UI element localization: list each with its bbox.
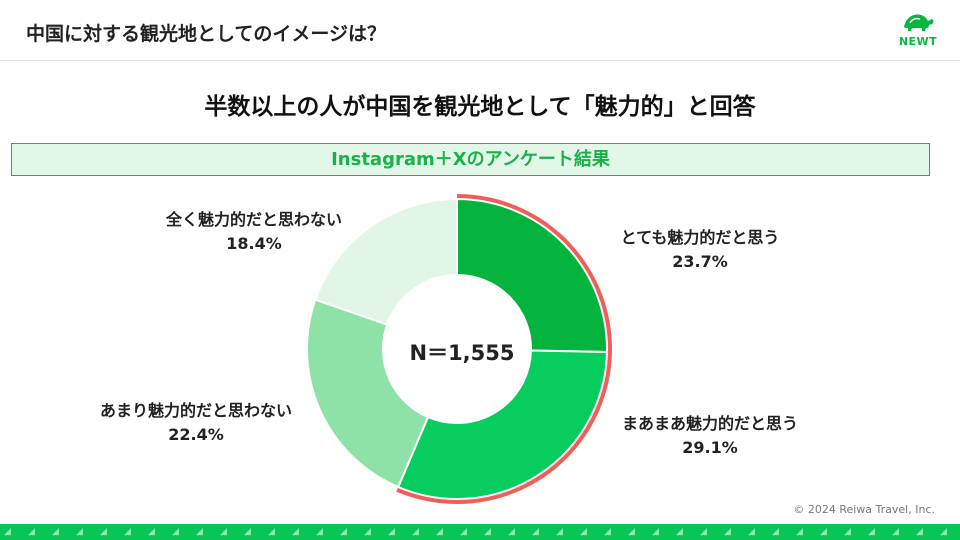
slice-label-somewhat-attractive: まあまあ魅力的だと思う 29.1% <box>600 412 820 460</box>
footer-pattern-mark: ◢ <box>220 527 227 537</box>
footer-pattern-mark: ◢ <box>76 527 83 537</box>
footer-pattern-mark: ◢ <box>604 527 611 537</box>
footer-pattern-mark: ◢ <box>100 527 107 537</box>
footer-pattern-mark: ◢ <box>652 527 659 537</box>
slice-label-not-very-attractive: あまり魅力的だと思わない 22.4% <box>86 399 306 447</box>
footer-pattern-mark: ◢ <box>724 527 731 537</box>
footer-band: ◢ ◢ ◢ ◢ ◢ ◢ ◢ ◢ ◢ ◢ ◢ ◢ ◢ ◢ ◢ ◢ ◢ ◢ ◢ ◢ ◢ ◢ ◢ ◢ ◢ ◢ ◢ ◢ ◢ ◢ ◢ ◢ ◢ ◢ ◢ ◢ ◢ ◢ ◢ ◢ <box>0 524 960 540</box>
footer-pattern-mark: ◢ <box>772 527 779 537</box>
footer-pattern-mark: ◢ <box>316 527 323 537</box>
donut-hole <box>383 275 531 423</box>
footer-pattern-mark: ◢ <box>868 527 875 537</box>
slice-label-very-attractive: とても魅力的だと思う 23.7% <box>590 226 810 274</box>
footer-pattern-mark: ◢ <box>292 527 299 537</box>
header-divider <box>0 60 960 61</box>
footer-pattern-mark: ◢ <box>244 527 251 537</box>
footer-pattern-mark: ◢ <box>940 527 947 537</box>
footer-pattern-mark: ◢ <box>172 527 179 537</box>
footer-pattern-mark: ◢ <box>196 527 203 537</box>
slice-name: まあまあ魅力的だと思う <box>621 414 798 433</box>
footer-pattern-mark: ◢ <box>124 527 131 537</box>
slice-value: 29.1% <box>682 438 738 457</box>
footer-pattern-mark: ◢ <box>460 527 467 537</box>
slice-value: 22.4% <box>168 425 224 444</box>
chart-headline: 半数以上の人が中国を観光地として「魅力的」と回答 <box>204 94 756 120</box>
footer-pattern-mark: ◢ <box>484 527 491 537</box>
brand-logo-text: NEWT <box>898 35 938 48</box>
footer-pattern-mark: ◢ <box>748 527 755 537</box>
footer-pattern-mark: ◢ <box>436 527 443 537</box>
slice-value: 18.4% <box>226 234 282 253</box>
survey-banner: Instagram＋Xのアンケート結果 <box>11 143 930 176</box>
slice-label-not-at-all-attractive: 全く魅力的だと思わない 18.4% <box>144 208 364 256</box>
footer-pattern-mark: ◢ <box>820 527 827 537</box>
footer-pattern-mark: ◢ <box>556 527 563 537</box>
footer-pattern-mark: ◢ <box>796 527 803 537</box>
copyright-text: © 2024 Reiwa Travel, Inc. <box>793 503 935 516</box>
turtle-icon <box>904 14 934 31</box>
footer-pattern-mark: ◢ <box>676 527 683 537</box>
footer-pattern-mark: ◢ <box>916 527 923 537</box>
footer-pattern-mark: ◢ <box>700 527 707 537</box>
footer-pattern-mark: ◢ <box>508 527 515 537</box>
footer-pattern-mark: ◢ <box>364 527 371 537</box>
slice-name: あまり魅力的だと思わない <box>99 401 292 420</box>
sample-size-label: N＝1,555 <box>409 341 515 365</box>
slice-name: とても魅力的だと思う <box>620 228 780 247</box>
footer-pattern-mark: ◢ <box>628 527 635 537</box>
footer-pattern-mark: ◢ <box>4 527 11 537</box>
footer-pattern-mark: ◢ <box>388 527 395 537</box>
footer-pattern-mark: ◢ <box>892 527 899 537</box>
footer-pattern-mark: ◢ <box>52 527 59 537</box>
brand-logo: NEWT <box>895 12 941 48</box>
footer-pattern-mark: ◢ <box>532 527 539 537</box>
footer-pattern-mark: ◢ <box>148 527 155 537</box>
footer-pattern-mark: ◢ <box>844 527 851 537</box>
footer-pattern-mark: ◢ <box>268 527 275 537</box>
slice-name: 全く魅力的だと思わない <box>165 210 342 229</box>
slice-value: 23.7% <box>672 252 728 271</box>
page-title: 中国に対する観光地としてのイメージは？ <box>26 23 387 45</box>
footer-pattern-mark: ◢ <box>28 527 35 537</box>
footer-pattern-mark: ◢ <box>340 527 347 537</box>
footer-pattern-mark: ◢ <box>580 527 587 537</box>
footer-pattern-mark: ◢ <box>412 527 419 537</box>
